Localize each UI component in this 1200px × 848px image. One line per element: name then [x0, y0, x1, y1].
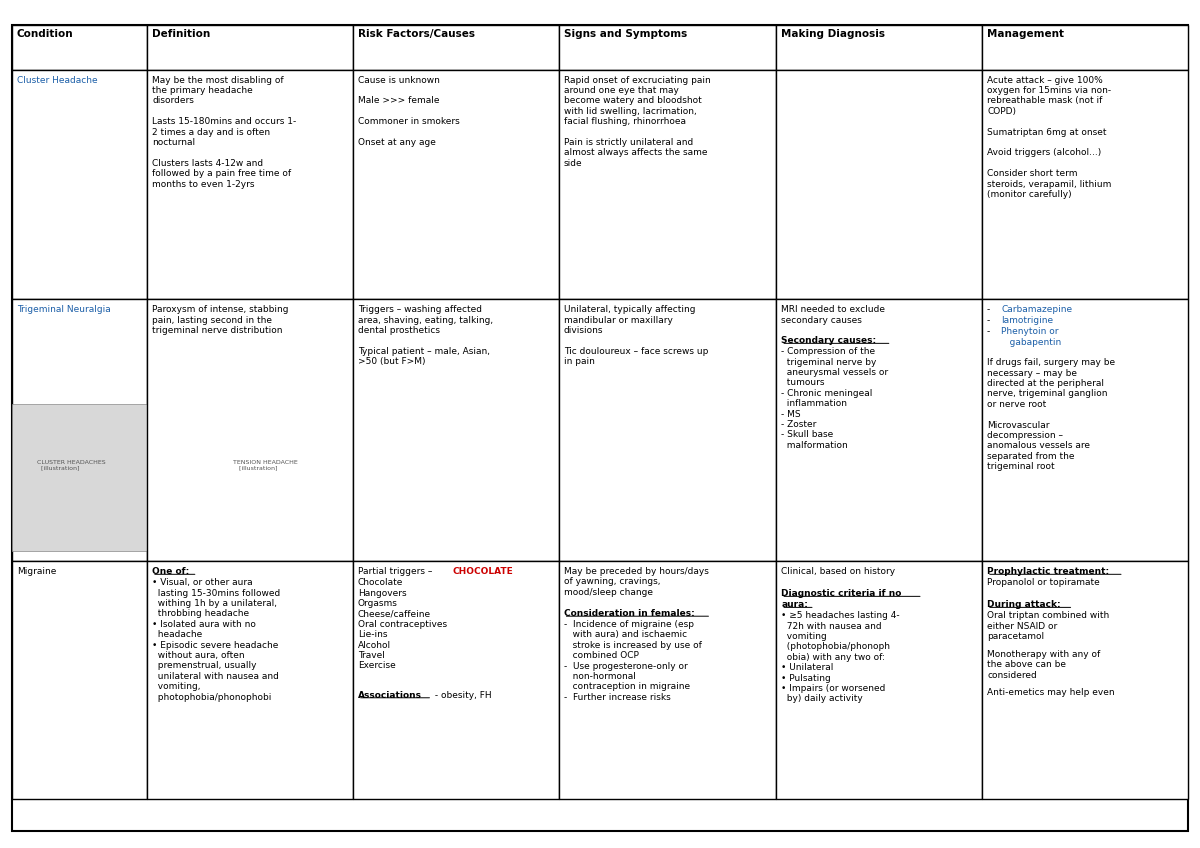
Bar: [776, 25, 982, 70]
Text: - Compression of the
  trigeminal nerve by
  aneurysmal vessels or
  tumours
- C: - Compression of the trigeminal nerve by…: [781, 347, 888, 449]
Text: Carbamazepine: Carbamazepine: [1001, 305, 1073, 315]
Text: Consideration in females:: Consideration in females:: [564, 609, 695, 618]
Text: May be preceded by hours/days
of yawning, cravings,
mood/sleep change: May be preceded by hours/days of yawning…: [564, 567, 708, 597]
Text: Unilateral, typically affecting
mandibular or maxillary
divisions

Tic douloureu: Unilateral, typically affecting mandibul…: [564, 305, 708, 366]
Text: During attack:: During attack:: [986, 600, 1061, 609]
Text: Partial triggers –: Partial triggers –: [358, 567, 436, 576]
Bar: [12, 561, 148, 799]
Bar: [559, 561, 776, 799]
Text: Paroxysm of intense, stabbing
pain, lasting second in the
trigeminal nerve distr: Paroxysm of intense, stabbing pain, last…: [152, 305, 288, 335]
Text: Anti-emetics may help even: Anti-emetics may help even: [986, 689, 1115, 697]
Text: Cluster Headache: Cluster Headache: [17, 75, 97, 85]
Text: Oral triptan combined with
either NSAID or
paracetamol: Oral triptan combined with either NSAID …: [986, 611, 1109, 641]
Bar: [12, 25, 148, 70]
Bar: [559, 25, 776, 70]
Bar: [983, 561, 1188, 799]
Bar: [353, 561, 559, 799]
Bar: [776, 299, 982, 561]
Bar: [148, 70, 353, 299]
Bar: [12, 404, 181, 550]
Text: CHOCOLATE: CHOCOLATE: [452, 567, 514, 576]
Bar: [353, 25, 559, 70]
Text: Risk Factors/Causes: Risk Factors/Causes: [358, 29, 475, 39]
Text: -  Incidence of migraine (esp
   with aura) and ischaemic
   stroke is increased: - Incidence of migraine (esp with aura) …: [564, 620, 702, 702]
Text: Condition: Condition: [17, 29, 73, 39]
Bar: [148, 299, 353, 561]
Bar: [983, 299, 1188, 561]
Text: aura:: aura:: [781, 600, 808, 609]
Text: Management: Management: [986, 29, 1064, 39]
Text: Making Diagnosis: Making Diagnosis: [781, 29, 886, 39]
Text: Clinical, based on history: Clinical, based on history: [781, 567, 895, 576]
Bar: [983, 25, 1188, 70]
Bar: [184, 404, 678, 550]
Text: Chocolate
Hangovers
Orgasms
Cheese/caffeine
Oral contraceptives
Lie-ins
Alcohol
: Chocolate Hangovers Orgasms Cheese/caffe…: [358, 578, 446, 670]
Bar: [983, 70, 1188, 299]
Bar: [776, 70, 982, 299]
Text: • Visual, or other aura
  lasting 15-30mins followed
  withing 1h by a unilatera: • Visual, or other aura lasting 15-30min…: [152, 578, 281, 701]
Text: Acute attack – give 100%
oxygen for 15mins via non-
rebreathable mask (not if
CO: Acute attack – give 100% oxygen for 15mi…: [986, 75, 1111, 199]
Text: TENSION HEADACHE
   [illustration]: TENSION HEADACHE [illustration]: [233, 460, 298, 471]
Bar: [559, 70, 776, 299]
Text: Rapid onset of excruciating pain
around one eye that may
become watery and blood: Rapid onset of excruciating pain around …: [564, 75, 710, 168]
Text: Signs and Symptoms: Signs and Symptoms: [564, 29, 686, 39]
Text: Migraine: Migraine: [17, 567, 56, 576]
Text: Definition: Definition: [152, 29, 210, 39]
Text: -: -: [986, 327, 990, 337]
Bar: [559, 299, 776, 561]
Text: Monotherapy with any of
the above can be
considered: Monotherapy with any of the above can be…: [986, 650, 1100, 679]
Text: Propanolol or topiramate: Propanolol or topiramate: [986, 578, 1099, 587]
Text: -: -: [986, 316, 990, 326]
Text: May be the most disabling of
the primary headache
disorders

Lasts 15-180mins an: May be the most disabling of the primary…: [152, 75, 296, 189]
Text: Cause is unknown

Male >>> female

Commoner in smokers

Onset at any age: Cause is unknown Male >>> female Commone…: [358, 75, 460, 147]
Text: Phenytoin or
   gabapentin: Phenytoin or gabapentin: [1001, 327, 1062, 347]
Text: -: -: [986, 305, 990, 315]
Bar: [12, 299, 148, 561]
Text: Prophylactic treatment:: Prophylactic treatment:: [986, 567, 1109, 576]
Bar: [353, 70, 559, 299]
Text: If drugs fail, surgery may be
necessary – may be
directed at the peripheral
nerv: If drugs fail, surgery may be necessary …: [986, 358, 1115, 471]
Text: - obesity, FH: - obesity, FH: [432, 690, 492, 700]
Text: One of:: One of:: [152, 567, 190, 576]
Text: Secondary causes:: Secondary causes:: [781, 336, 876, 345]
Bar: [776, 561, 982, 799]
Text: Diagnostic criteria if no: Diagnostic criteria if no: [781, 589, 901, 598]
Text: Triggers – washing affected
area, shaving, eating, talking,
dental prosthetics

: Triggers – washing affected area, shavin…: [358, 305, 493, 366]
Text: lamotrigine: lamotrigine: [1001, 316, 1054, 326]
Bar: [12, 70, 148, 299]
Text: MRI needed to exclude
secondary causes: MRI needed to exclude secondary causes: [781, 305, 886, 325]
Bar: [353, 299, 559, 561]
Text: Associations: Associations: [358, 690, 422, 700]
Text: Trigeminal Neuralgia: Trigeminal Neuralgia: [17, 305, 110, 315]
Bar: [148, 561, 353, 799]
Text: • ≥5 headaches lasting 4-
  72h with nausea and
  vomiting
  (photophobia/phonop: • ≥5 headaches lasting 4- 72h with nause…: [781, 611, 900, 703]
Text: CLUSTER HEADACHES
  [illustration]: CLUSTER HEADACHES [illustration]: [37, 460, 106, 471]
Bar: [148, 25, 353, 70]
